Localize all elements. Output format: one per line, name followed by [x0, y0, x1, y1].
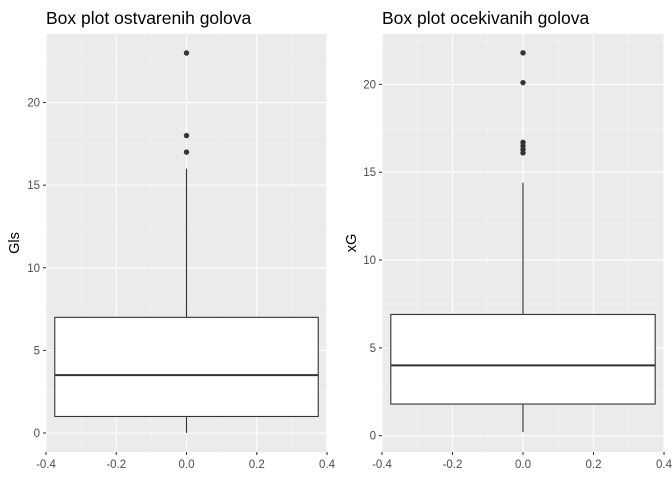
x-tick-label: 0.0 [515, 459, 531, 471]
outlier-point [520, 50, 526, 56]
x-tick-label: 0.0 [179, 459, 195, 471]
y-tick-label: 20 [27, 98, 40, 110]
y-tick-label: 20 [363, 79, 376, 91]
outlier-point [183, 149, 190, 155]
outlier-point [520, 139, 526, 146]
y-tick-label: 10 [27, 263, 40, 275]
chart-panel-1: Box plot ostvarenih golova 0 5 10 15 20 -0.4 -0… [7, 8, 336, 471]
chart-title: Box plot ocekivanih golova [382, 8, 589, 28]
y-tick-label: 0 [34, 428, 40, 440]
x-tick-label: -0.2 [106, 459, 126, 471]
y-tick-label: 5 [370, 343, 376, 355]
outlier-point [183, 132, 190, 139]
y-tick-label: 15 [27, 180, 40, 192]
y-tick-label: 15 [363, 167, 376, 179]
y-tick-label: 10 [363, 255, 376, 267]
x-tick-label: 0.2 [249, 459, 265, 471]
x-tick-label: -0.4 [372, 459, 392, 471]
y-tick-label: 0 [370, 431, 376, 443]
chart-panel-2: Box plot ocekivanih golova 0 5 10 15 20 -0.4 -0… [344, 8, 672, 471]
box-iqr [390, 313, 656, 405]
y-tick-label: 5 [34, 345, 40, 357]
outlier-point [183, 50, 190, 56]
x-tick-label: -0.4 [36, 459, 56, 471]
x-tick-label: 0.4 [656, 459, 672, 471]
x-tick-label: 0.4 [319, 459, 336, 471]
y-axis-title: Gls [7, 232, 23, 254]
x-tick-label: -0.2 [443, 459, 463, 471]
outlier-point [520, 79, 526, 86]
y-axis-title: xG [344, 234, 360, 253]
x-tick-label: 0.2 [586, 459, 602, 471]
chart-title: Box plot ostvarenih golova [46, 8, 252, 28]
box-iqr [54, 316, 319, 418]
